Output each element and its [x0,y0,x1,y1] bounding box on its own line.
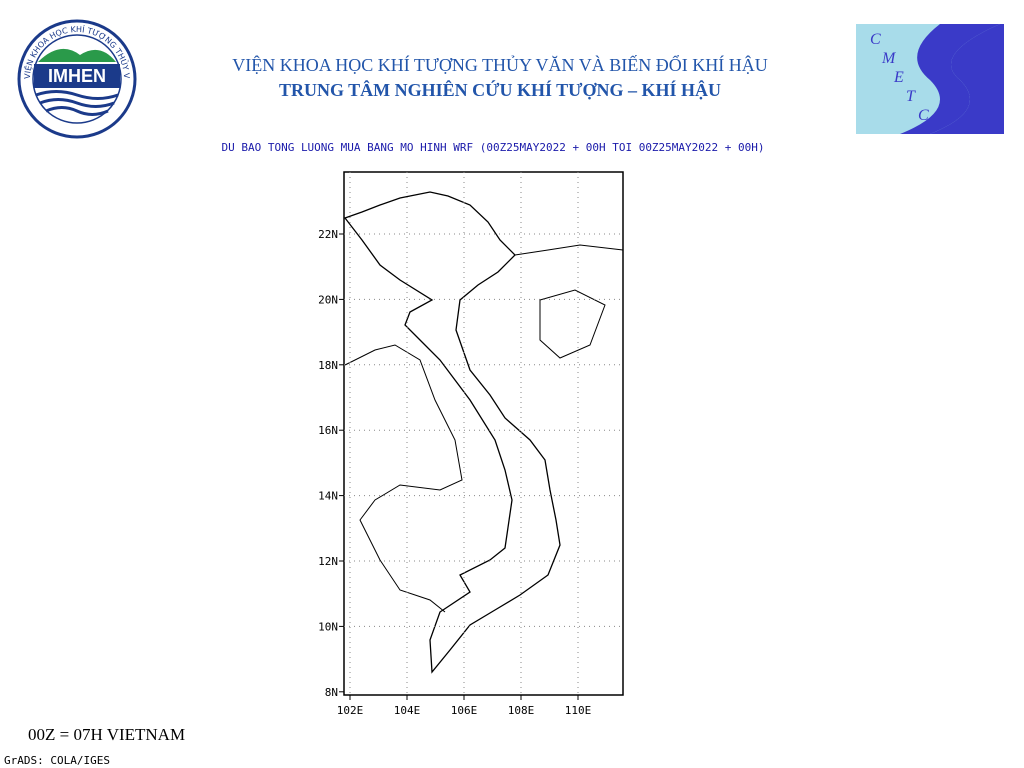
logo-letter: M [881,50,897,67]
cmetc-logo [856,24,1004,134]
lat-label: 22N [318,228,338,241]
lat-label: 10N [318,620,338,633]
imhen-logo: VIỆN KHOA HỌC KHÍ TƯỢNG THỦY VĂN VÀ BIẾN… [0,0,137,139]
logo-letter: E [893,69,904,86]
map-title: DU BAO TONG LUONG MUA BANG MO HINH WRF (… [221,141,764,154]
lon-label: 104E [394,704,421,717]
map [343,171,624,696]
logo-name: IMHEN [48,66,106,86]
logo-letter: T [906,88,916,105]
logo-letter: C [870,31,881,48]
lat-label: 20N [318,293,338,306]
coastline [343,191,561,674]
lat-label: 18N [318,359,338,372]
lat-label: 14N [318,490,338,503]
lat-label: 8N [325,686,338,699]
lon-label: 102E [337,704,364,717]
lat-label: 16N [318,424,338,437]
logo-letter: C [918,107,929,124]
footer-note: 00Z = 07H VIETNAM [28,725,185,744]
neighbor-borders [344,244,624,613]
lon-label: 110E [565,704,592,717]
lon-label: 106E [451,704,478,717]
lon-label: 108E [508,704,535,717]
header-line2: TRUNG TÂM NGHIÊN CỨU KHÍ TƯỢNG – KHÍ HẬU [279,79,721,100]
lat-label: 12N [318,555,338,568]
footer-credit: GrADS: COLA/IGES [4,754,110,767]
header-line1: VIỆN KHOA HỌC KHÍ TƯỢNG THỦY VĂN VÀ BIẾN… [232,54,767,75]
